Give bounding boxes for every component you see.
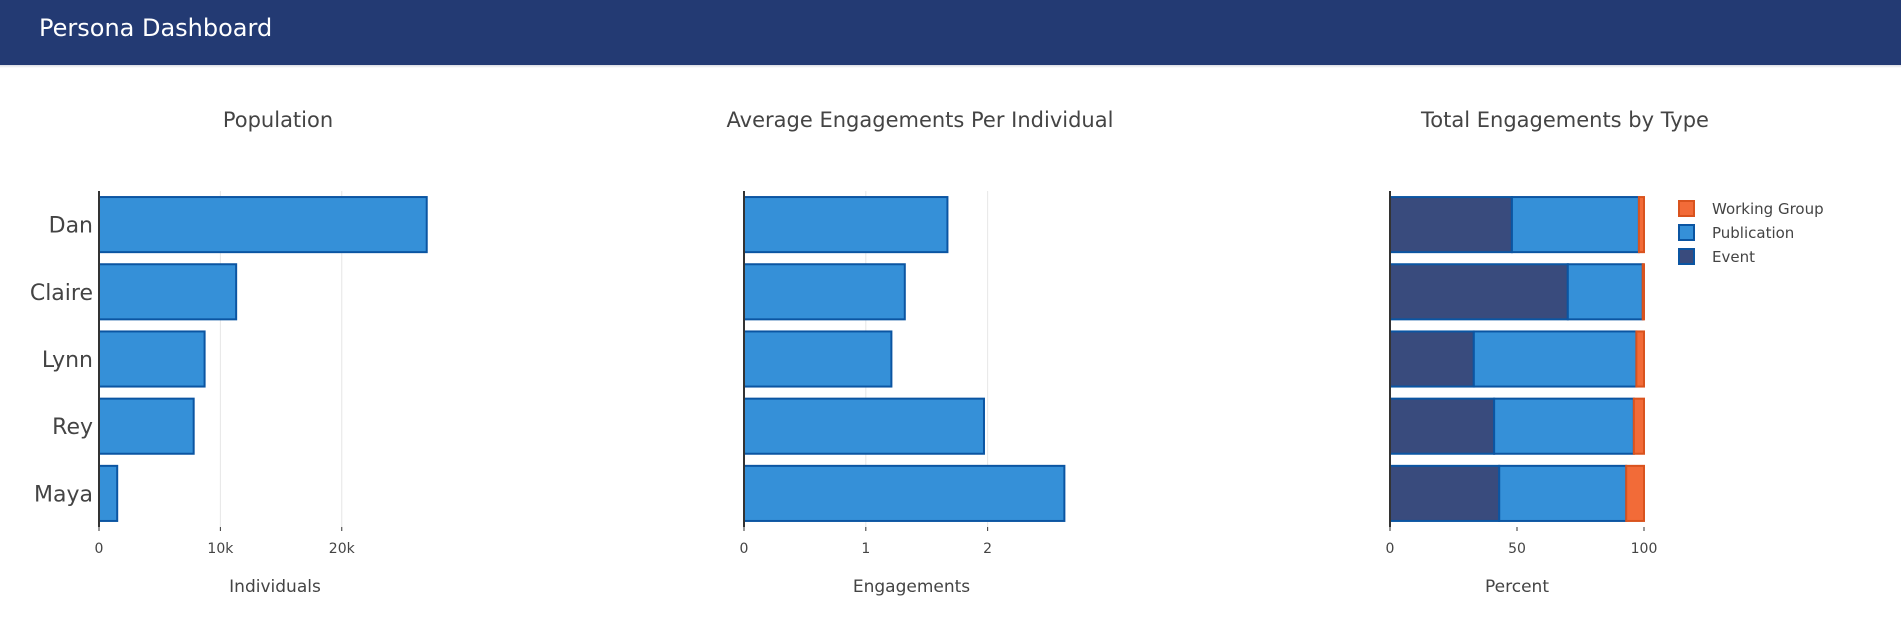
bar-publication-dan[interactable] — [1510, 196, 1640, 254]
bar-publication-lynn[interactable] — [1472, 330, 1638, 388]
bar-event-maya[interactable] — [1389, 464, 1501, 522]
header-shadow — [0, 65, 1901, 68]
legend-label-event: Event — [1712, 248, 1755, 266]
x-tick-label: 20k — [329, 541, 356, 557]
legend-swatch-working_group[interactable] — [1678, 200, 1695, 217]
bar-maya[interactable] — [98, 464, 119, 522]
x-axis-title: Percent — [1485, 577, 1549, 597]
chart-title: Population — [223, 108, 333, 132]
legend-label-publication: Publication — [1712, 224, 1794, 242]
chart-1: Average Engagements Per Individual 0 1 2 Eng… — [727, 108, 1114, 597]
dashboard-title: Persona Dashboard — [39, 14, 273, 42]
bar-dan[interactable] — [98, 196, 428, 254]
header-bar: Persona Dashboard — [0, 0, 1901, 65]
x-tick-label: 1 — [861, 541, 870, 557]
bar-maya[interactable] — [743, 464, 1066, 522]
bar-rey[interactable] — [98, 397, 195, 455]
x-axis-title: Individuals — [229, 577, 321, 597]
x-tick-label: 100 — [1631, 541, 1658, 557]
bar-event-claire[interactable] — [1389, 263, 1569, 321]
bar-claire[interactable] — [98, 263, 238, 321]
bar-event-lynn[interactable] — [1389, 330, 1475, 388]
bar-event-rey[interactable] — [1389, 397, 1496, 455]
bar-working_group-claire[interactable] — [1641, 263, 1645, 321]
bar-event-dan[interactable] — [1389, 196, 1513, 254]
category-label: Maya — [34, 482, 93, 507]
chart-title: Average Engagements Per Individual — [727, 108, 1114, 132]
category-label: Lynn — [42, 348, 93, 373]
bar-working_group-dan[interactable] — [1637, 196, 1646, 254]
category-label: Claire — [30, 281, 93, 306]
x-tick-label: 2 — [983, 541, 992, 557]
bar-publication-maya[interactable] — [1498, 464, 1628, 522]
bar-publication-claire[interactable] — [1566, 263, 1644, 321]
legend-swatch-event[interactable] — [1678, 248, 1695, 265]
x-tick-label: 0 — [740, 541, 749, 557]
bar-rey[interactable] — [743, 397, 985, 455]
x-tick-label: 0 — [95, 541, 104, 557]
bar-claire[interactable] — [743, 263, 906, 321]
bar-lynn[interactable] — [743, 330, 893, 388]
chart-0: Population Dan Claire Lynn Rey Maya 0 10k 20k Ind… — [30, 108, 428, 597]
category-label: Dan — [49, 214, 93, 239]
x-tick-label: 50 — [1508, 541, 1526, 557]
bar-working_group-lynn[interactable] — [1635, 330, 1646, 388]
legend: Working Group Publication Event — [1678, 200, 1824, 266]
legend-swatch-publication[interactable] — [1678, 224, 1695, 241]
chart-2: Total Engagements by Type 0 50 100 Percent Wo… — [1386, 108, 1824, 597]
bar-publication-rey[interactable] — [1493, 397, 1635, 455]
x-axis-title: Engagements — [853, 577, 970, 597]
category-label: Rey — [52, 415, 93, 440]
chart-title: Total Engagements by Type — [1420, 108, 1709, 132]
legend-label-working_group: Working Group — [1712, 200, 1824, 218]
bar-dan[interactable] — [743, 196, 949, 254]
x-tick-label: 0 — [1386, 541, 1395, 557]
bar-working_group-rey[interactable] — [1632, 397, 1645, 455]
x-tick-label: 10k — [207, 541, 234, 557]
bar-lynn[interactable] — [98, 330, 206, 388]
bar-working_group-maya[interactable] — [1625, 464, 1645, 522]
